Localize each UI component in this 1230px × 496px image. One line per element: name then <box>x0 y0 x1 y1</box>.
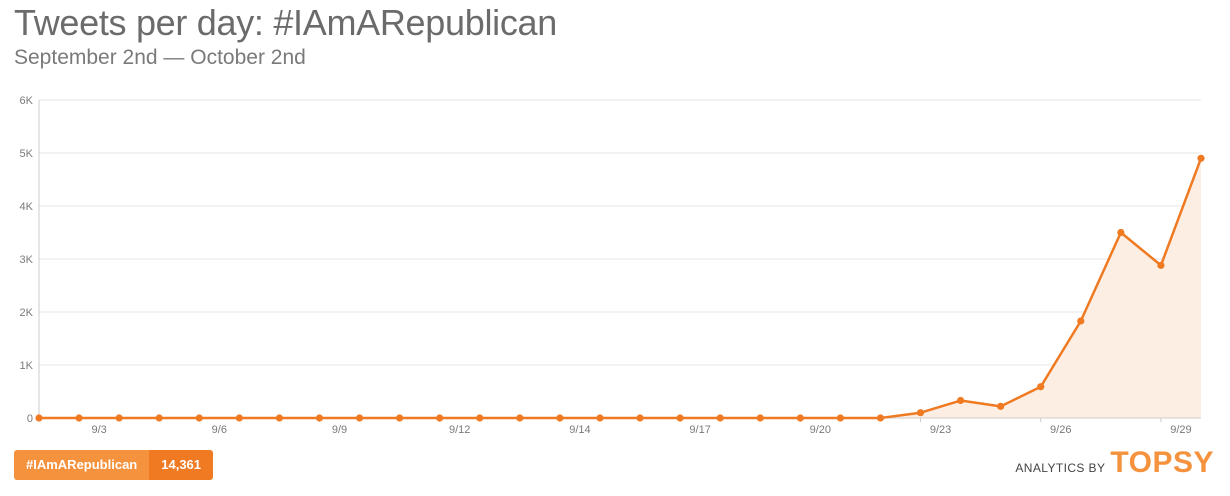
y-tick-label: 0 <box>27 413 33 425</box>
x-tick-label: 9/9 <box>332 424 347 436</box>
x-tick-label: 9/3 <box>91 424 106 436</box>
topsy-branding[interactable]: ANALYTICS BY TOPSY <box>1015 446 1214 480</box>
x-tick-label: 9/23 <box>930 424 951 436</box>
chart-title: Tweets per day: #IAmARepublican <box>14 2 557 43</box>
data-point <box>1157 261 1165 269</box>
y-tick-label: 2K <box>20 307 34 319</box>
brand-prefix: ANALYTICS BY <box>1015 461 1106 475</box>
data-point <box>836 414 844 422</box>
x-tick-label: 9/26 <box>1050 424 1071 436</box>
y-tick-label: 6K <box>20 95 34 107</box>
data-point <box>1117 228 1125 237</box>
y-tick-labels: 0 1K 2K 3K 4K 5K 6K <box>20 95 34 425</box>
x-tick-label: 9/17 <box>689 424 710 436</box>
data-point <box>35 414 43 422</box>
data-point <box>596 414 604 422</box>
data-point <box>636 414 644 422</box>
data-point <box>1077 317 1085 325</box>
x-tick-label: 9/14 <box>569 424 590 436</box>
x-tick-labels: 9/3 9/6 9/9 9/12 9/14 9/17 9/20 9/23 9/26 9/29 <box>91 424 1191 436</box>
data-point <box>956 396 965 405</box>
x-tick-label: 9/29 <box>1170 424 1191 436</box>
data-point <box>1037 383 1045 391</box>
data-point <box>876 414 885 422</box>
x-tick-label: 9/12 <box>449 424 470 436</box>
data-point <box>756 414 764 422</box>
data-point <box>396 414 404 422</box>
data-point <box>1197 154 1205 162</box>
series-line <box>39 157 1203 420</box>
badge-hashtag-label: #IAmARepublican <box>14 450 150 480</box>
topsy-logo: TOPSY <box>1110 446 1214 479</box>
axes <box>38 100 1201 422</box>
data-point <box>997 402 1005 410</box>
series-polyline <box>39 157 1203 420</box>
series-area <box>39 158 1201 419</box>
chart-subtitle: September 2nd — October 2nd <box>14 46 306 69</box>
data-point <box>235 414 243 422</box>
data-point <box>115 414 123 422</box>
data-point <box>556 414 564 422</box>
data-point <box>476 414 484 422</box>
data-point <box>716 414 724 422</box>
data-point <box>75 414 83 422</box>
data-point <box>195 414 203 422</box>
x-tick-label: 9/6 <box>212 424 227 436</box>
data-point <box>796 414 804 422</box>
grid-lines <box>39 99 1201 366</box>
x-tick-label: 9/20 <box>810 424 831 436</box>
data-point <box>155 414 163 422</box>
data-point <box>275 414 284 422</box>
area-fill <box>39 158 1201 419</box>
y-tick-label: 4K <box>20 201 34 213</box>
data-points <box>35 154 1205 422</box>
y-tick-label: 3K <box>20 254 34 266</box>
data-point <box>676 414 684 422</box>
y-tick-label: 5K <box>20 148 34 160</box>
data-point <box>516 414 524 422</box>
data-point <box>436 414 444 422</box>
data-point <box>355 414 364 422</box>
badge-tweet-count: 14,361 <box>149 450 214 480</box>
hashtag-badge[interactable]: #IAmARepublican 14,361 <box>14 450 214 480</box>
data-point <box>916 409 925 417</box>
data-point <box>315 414 324 422</box>
y-tick-label: 1K <box>20 360 34 372</box>
